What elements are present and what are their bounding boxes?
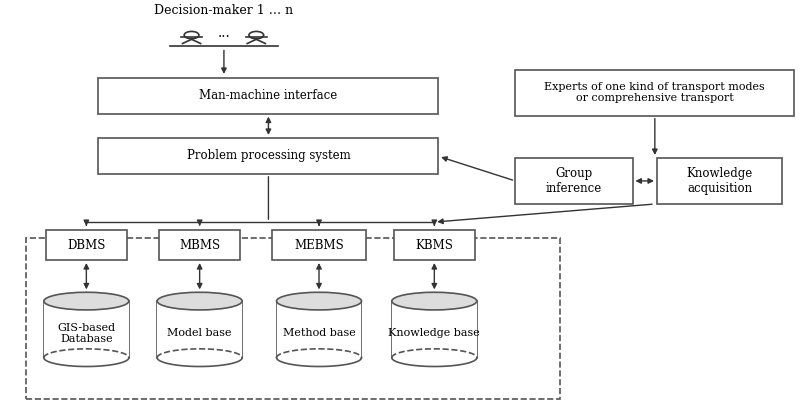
FancyBboxPatch shape <box>277 301 361 358</box>
Text: MEBMS: MEBMS <box>294 239 344 252</box>
Text: Model base: Model base <box>167 328 232 339</box>
FancyBboxPatch shape <box>98 78 438 114</box>
Text: GIS-based
Database: GIS-based Database <box>58 323 115 344</box>
Text: Decision-maker 1 … n: Decision-maker 1 … n <box>154 4 293 17</box>
Text: Knowledge
acquisition: Knowledge acquisition <box>685 167 752 195</box>
FancyBboxPatch shape <box>272 230 365 260</box>
FancyBboxPatch shape <box>515 69 793 116</box>
FancyBboxPatch shape <box>98 138 438 174</box>
Text: DBMS: DBMS <box>67 239 105 252</box>
Ellipse shape <box>44 292 129 310</box>
Text: Method base: Method base <box>282 328 355 339</box>
Text: Man-machine interface: Man-machine interface <box>199 89 337 102</box>
FancyBboxPatch shape <box>159 230 240 260</box>
FancyBboxPatch shape <box>392 301 476 358</box>
Text: MBMS: MBMS <box>179 239 220 252</box>
FancyBboxPatch shape <box>44 301 129 358</box>
FancyBboxPatch shape <box>157 301 242 358</box>
Ellipse shape <box>392 292 476 310</box>
Text: Problem processing system: Problem processing system <box>187 149 350 162</box>
Text: Knowledge base: Knowledge base <box>388 328 479 339</box>
Text: KBMS: KBMS <box>415 239 453 252</box>
Ellipse shape <box>157 292 242 310</box>
Ellipse shape <box>277 292 361 310</box>
FancyBboxPatch shape <box>46 230 127 260</box>
Text: ...: ... <box>217 27 230 40</box>
Text: Experts of one kind of transport modes
or comprehensive transport: Experts of one kind of transport modes o… <box>544 82 764 103</box>
FancyBboxPatch shape <box>515 158 632 204</box>
FancyBboxPatch shape <box>393 230 474 260</box>
FancyBboxPatch shape <box>656 158 781 204</box>
Text: Group
inference: Group inference <box>545 167 601 195</box>
